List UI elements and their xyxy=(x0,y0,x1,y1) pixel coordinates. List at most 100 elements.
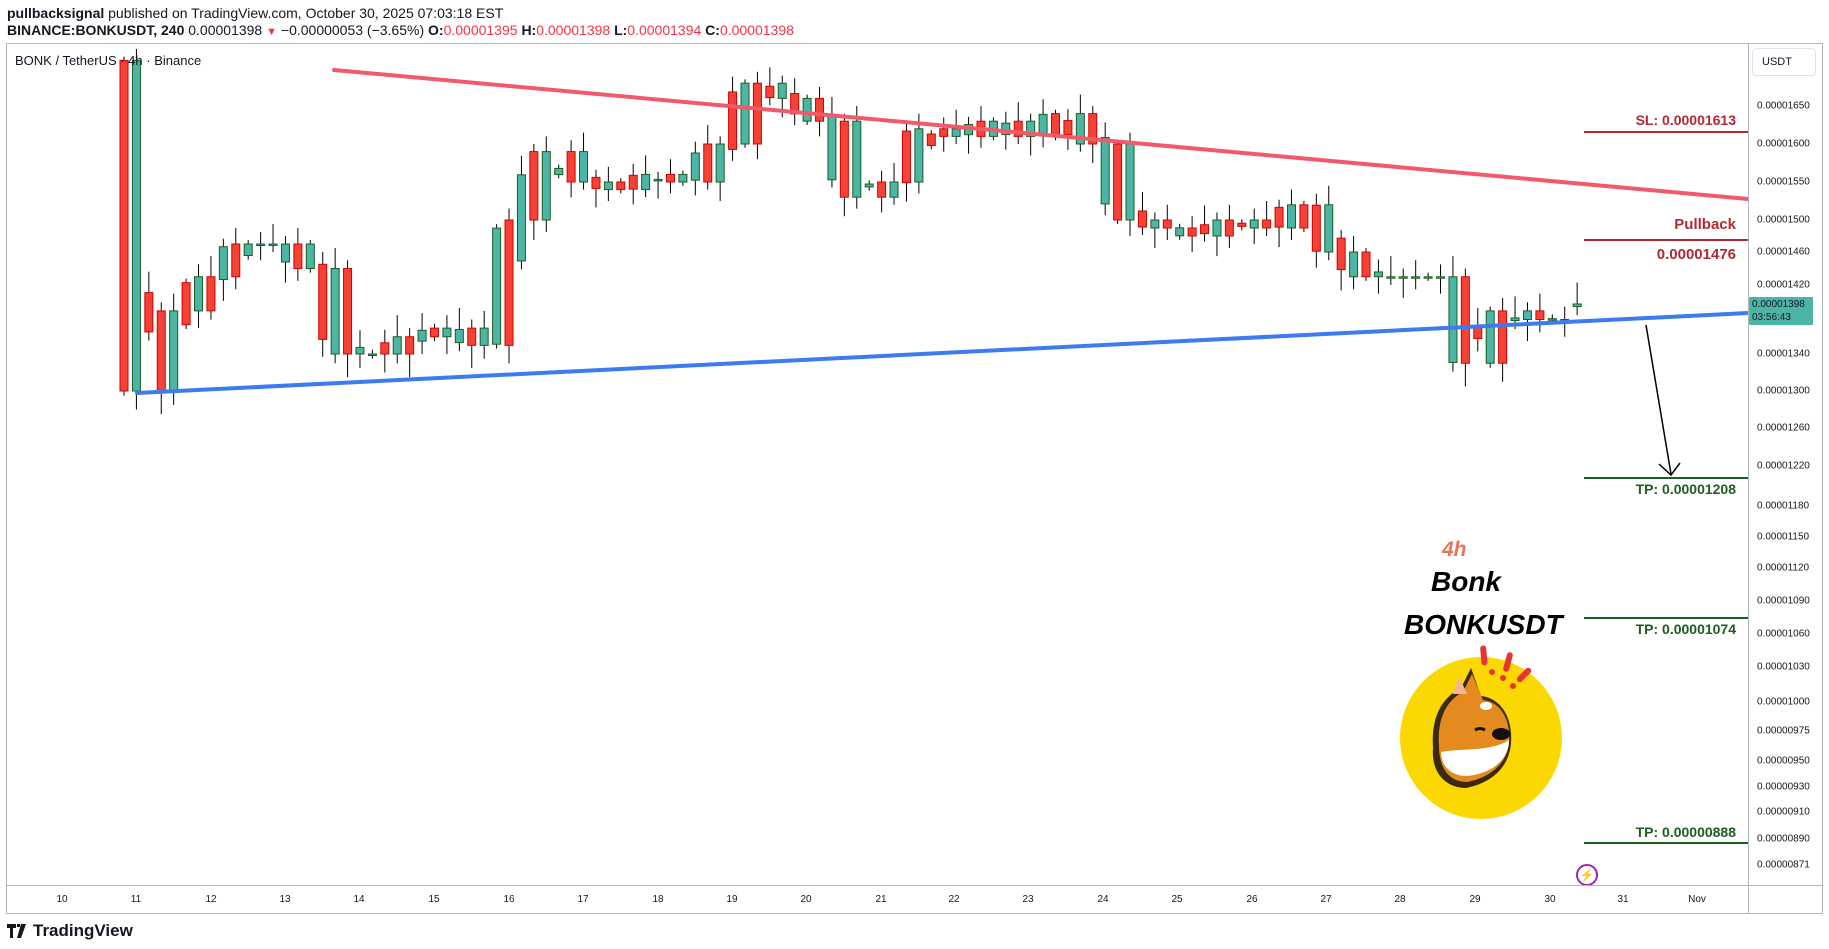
candle[interactable] xyxy=(1361,251,1371,278)
candle[interactable] xyxy=(641,173,651,191)
candle[interactable] xyxy=(529,151,539,221)
candle[interactable] xyxy=(330,268,340,355)
candle[interactable] xyxy=(380,342,390,355)
candle[interactable] xyxy=(119,59,129,392)
candle[interactable] xyxy=(1386,276,1396,279)
candle[interactable] xyxy=(268,243,278,246)
candle[interactable] xyxy=(367,353,377,356)
candle[interactable] xyxy=(653,178,663,182)
candle[interactable] xyxy=(1051,113,1060,137)
candle[interactable] xyxy=(1349,251,1359,278)
candle[interactable] xyxy=(591,176,601,189)
candle[interactable] xyxy=(1535,310,1545,320)
candle[interactable] xyxy=(1510,317,1520,322)
candle[interactable] xyxy=(144,292,154,333)
support-trendline[interactable] xyxy=(135,311,1748,395)
candle[interactable] xyxy=(405,336,415,355)
candle[interactable] xyxy=(1485,310,1495,364)
candle[interactable] xyxy=(1100,137,1110,205)
candle[interactable] xyxy=(131,59,141,392)
candle[interactable] xyxy=(194,276,204,312)
candle[interactable] xyxy=(430,327,439,338)
price-axis[interactable]: 0.00001650 0.00001600 0.00001550 0.00001500… xyxy=(1748,44,1822,885)
candle[interactable] xyxy=(678,173,688,183)
candle[interactable] xyxy=(504,219,514,346)
candle[interactable] xyxy=(1299,204,1309,229)
candle[interactable] xyxy=(864,183,874,188)
chart-canvas[interactable]: BONK / TetherUS · 4h · Binance SL: 0.000… xyxy=(7,44,1748,885)
candle[interactable] xyxy=(1224,219,1234,237)
candle[interactable] xyxy=(392,336,402,355)
candle[interactable] xyxy=(926,133,936,146)
candle[interactable] xyxy=(1460,276,1470,364)
lightning-icon[interactable]: ⚡ xyxy=(1576,864,1598,885)
candle[interactable] xyxy=(243,243,253,256)
candle[interactable] xyxy=(479,327,489,346)
candle[interactable] xyxy=(1125,143,1135,221)
candle[interactable] xyxy=(1572,303,1582,308)
candle[interactable] xyxy=(1522,310,1532,320)
candle[interactable] xyxy=(442,327,452,338)
candle[interactable] xyxy=(827,115,837,181)
candle[interactable] xyxy=(1137,210,1147,228)
candle[interactable] xyxy=(1026,120,1036,137)
candle[interactable] xyxy=(628,174,638,190)
candle[interactable] xyxy=(752,82,762,145)
candle[interactable] xyxy=(454,329,464,344)
candle[interactable] xyxy=(293,243,303,269)
candle[interactable] xyxy=(815,97,825,122)
candle[interactable] xyxy=(603,181,613,191)
candle[interactable] xyxy=(1274,206,1284,228)
candle[interactable] xyxy=(1001,122,1011,135)
candle[interactable] xyxy=(1324,204,1334,253)
candle[interactable] xyxy=(1212,219,1222,237)
candle[interactable] xyxy=(1423,276,1433,279)
candle[interactable] xyxy=(1286,204,1296,229)
candle[interactable] xyxy=(566,151,576,183)
candle[interactable] xyxy=(665,173,675,183)
candle[interactable] xyxy=(901,130,911,184)
candle[interactable] xyxy=(951,128,961,137)
candle[interactable] xyxy=(939,128,949,137)
candle[interactable] xyxy=(1200,224,1210,235)
author-name[interactable]: pullbacksignal xyxy=(7,5,105,21)
candle[interactable] xyxy=(740,82,750,145)
candle[interactable] xyxy=(1187,227,1197,237)
candle[interactable] xyxy=(1547,318,1557,321)
candle[interactable] xyxy=(218,246,228,281)
candle[interactable] xyxy=(256,243,266,246)
candle[interactable] xyxy=(703,143,713,183)
candle[interactable] xyxy=(616,181,626,191)
candle[interactable] xyxy=(802,97,812,122)
candle[interactable] xyxy=(914,128,924,183)
candle[interactable] xyxy=(852,120,862,198)
candle[interactable] xyxy=(1336,237,1346,271)
candle[interactable] xyxy=(1398,276,1408,279)
candle[interactable] xyxy=(554,167,564,176)
candle[interactable] xyxy=(1063,120,1073,136)
candle[interactable] xyxy=(1075,113,1085,145)
candle[interactable] xyxy=(231,243,241,278)
candle[interactable] xyxy=(1013,120,1023,137)
candle[interactable] xyxy=(343,268,353,355)
candle[interactable] xyxy=(1448,276,1458,363)
candle[interactable] xyxy=(765,85,775,99)
candle[interactable] xyxy=(181,282,191,326)
candle[interactable] xyxy=(889,181,899,198)
time-axis[interactable]: 10 11 12 13 14 15 16 17 18 19 20 21 22 23 24 25 26 27 28 29… xyxy=(7,885,1822,914)
candle[interactable] xyxy=(1373,271,1383,278)
candle[interactable] xyxy=(1237,222,1247,227)
currency-button[interactable]: USDT xyxy=(1752,48,1816,76)
candle[interactable] xyxy=(541,151,551,221)
candle[interactable] xyxy=(355,346,365,355)
candle[interactable] xyxy=(417,329,427,342)
candle[interactable] xyxy=(1436,276,1446,279)
candle[interactable] xyxy=(206,276,216,312)
candle[interactable] xyxy=(1175,227,1185,237)
chart-symbol-title[interactable]: BONK / TetherUS · 4h · Binance xyxy=(15,53,202,68)
candle[interactable] xyxy=(728,91,738,150)
candle[interactable] xyxy=(715,143,725,183)
candle[interactable] xyxy=(1162,219,1172,229)
candle[interactable] xyxy=(1411,276,1421,279)
candle[interactable] xyxy=(467,327,477,346)
